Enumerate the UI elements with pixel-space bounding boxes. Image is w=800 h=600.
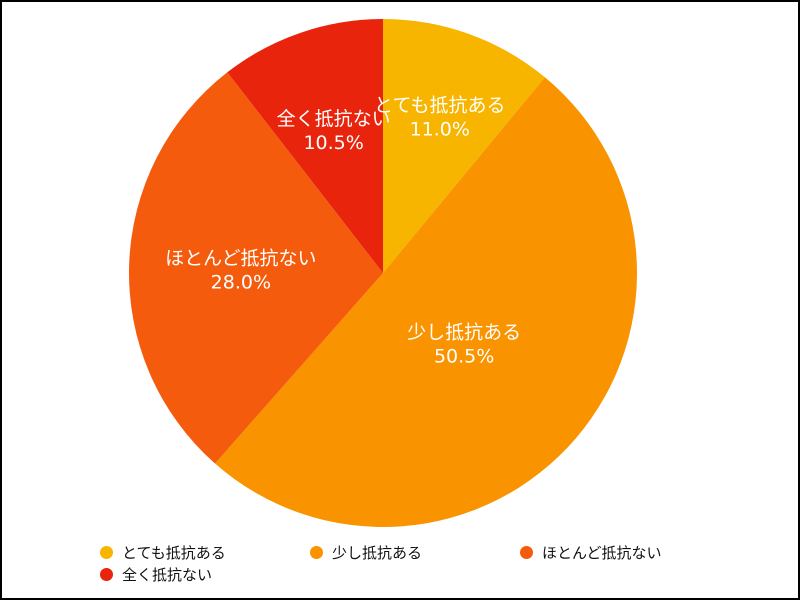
pie-slice — [383, 19, 545, 273]
legend-swatch — [100, 545, 113, 559]
legend-label: 全く抵抗ない — [122, 565, 213, 584]
legend-swatch — [100, 567, 113, 581]
slice-category-label: ほとんど抵抗ない — [165, 248, 316, 270]
pie-slice — [215, 77, 638, 528]
pie-slice — [227, 19, 383, 273]
legend-item: 全く抵抗ない — [100, 564, 310, 584]
slice-category-label: 少し抵抗ある — [407, 321, 521, 343]
slice-value-label: 10.5% — [303, 132, 363, 154]
legend-swatch — [310, 545, 323, 559]
slice-value-label: 28.0% — [211, 272, 271, 294]
legend-label: ほとんど抵抗ない — [542, 543, 662, 562]
legend-item: とても抵抗ある — [100, 542, 310, 562]
slice-category-label: とても抵抗ある — [374, 94, 505, 116]
legend-item: ほとんど抵抗ない — [520, 542, 740, 562]
legend-item: 少し抵抗ある — [310, 542, 520, 562]
legend-label: 少し抵抗ある — [332, 543, 423, 562]
pie-slice — [129, 72, 383, 464]
slice-value-label: 11.0% — [410, 118, 470, 140]
legend-swatch — [520, 545, 533, 559]
legend-label: とても抵抗ある — [122, 543, 226, 562]
legend: とても抵抗ある 少し抵抗ある ほとんど抵抗ない 全く抵抗ない — [100, 542, 740, 584]
slice-value-label: 50.5% — [434, 345, 494, 367]
slice-category-label: 全く抵抗ない — [277, 108, 391, 130]
